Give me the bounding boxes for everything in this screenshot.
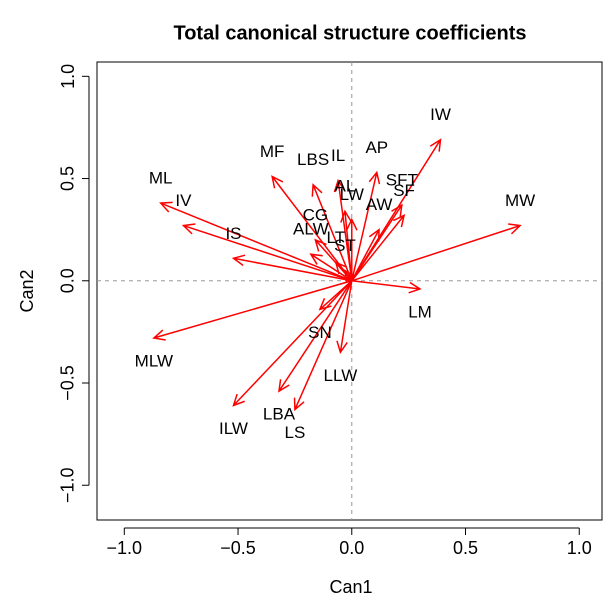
arrow [351, 280, 422, 294]
arrow-label: MF [260, 142, 285, 161]
arrow [278, 280, 353, 393]
y-tick-label: 0.5 [58, 166, 78, 191]
arrow [232, 280, 353, 407]
arrow-label: LS [285, 423, 306, 442]
arrow [293, 280, 353, 412]
arrow [343, 269, 356, 283]
arrow-label: IV [175, 191, 192, 210]
y-tick-label: 1.0 [58, 64, 78, 89]
arrow-label: ST [334, 236, 356, 255]
x-axis-label: Can1 [329, 577, 372, 597]
arrow-label: LM [408, 302, 432, 321]
x-tick-label: 0.5 [453, 538, 478, 558]
arrow-label: SFT [386, 171, 418, 190]
plot-frame [96, 61, 603, 521]
y-tick-label: 0.0 [58, 268, 78, 293]
y-tick-label: −1.0 [58, 467, 78, 503]
arrow [231, 254, 352, 282]
arrow-label: LBA [263, 405, 296, 424]
arrow-label: MLW [135, 352, 173, 371]
y-axis-label: Can2 [17, 269, 37, 312]
y-tick-label: −0.5 [58, 365, 78, 401]
arrow [309, 253, 353, 282]
x-tick-label: 1.0 [567, 538, 592, 558]
arrow [336, 280, 353, 355]
arrow-label: IW [430, 105, 451, 124]
x-tick-label: 0.0 [339, 538, 364, 558]
arrow-label: IL [331, 146, 345, 165]
arrow-label: AP [365, 138, 388, 157]
arrow-label: ILW [219, 419, 248, 438]
arrow [159, 201, 353, 282]
arrow [351, 213, 406, 282]
arrow [340, 209, 353, 281]
arrow-label: SF [393, 181, 415, 200]
arrow-label: MW [505, 191, 535, 210]
arrow-label: ML [149, 169, 173, 188]
arrow [351, 223, 522, 282]
arrow [318, 280, 353, 311]
x-tick-label: −0.5 [220, 538, 256, 558]
arrow-label: SN [308, 323, 332, 342]
chart-title: Total canonical structure coefficients [173, 22, 526, 44]
arrow-label: AL [335, 177, 356, 196]
arrow-label: LW [340, 185, 364, 204]
arrow [311, 183, 353, 282]
arrow [152, 280, 352, 341]
arrow [351, 203, 403, 282]
arrow-label: LT [327, 228, 346, 247]
arrow-label: AW [366, 195, 393, 214]
arrow [351, 170, 381, 281]
arrow [181, 223, 353, 282]
arrow-label: IS [225, 224, 241, 243]
arrow-label: ALW [293, 220, 329, 239]
arrow [345, 217, 358, 281]
arrow [351, 228, 380, 282]
arrow-label: CG [303, 205, 329, 224]
x-tick-label: −1.0 [107, 538, 143, 558]
arrow-label: LLW [324, 366, 358, 385]
arrow-label: LBS [297, 150, 329, 169]
